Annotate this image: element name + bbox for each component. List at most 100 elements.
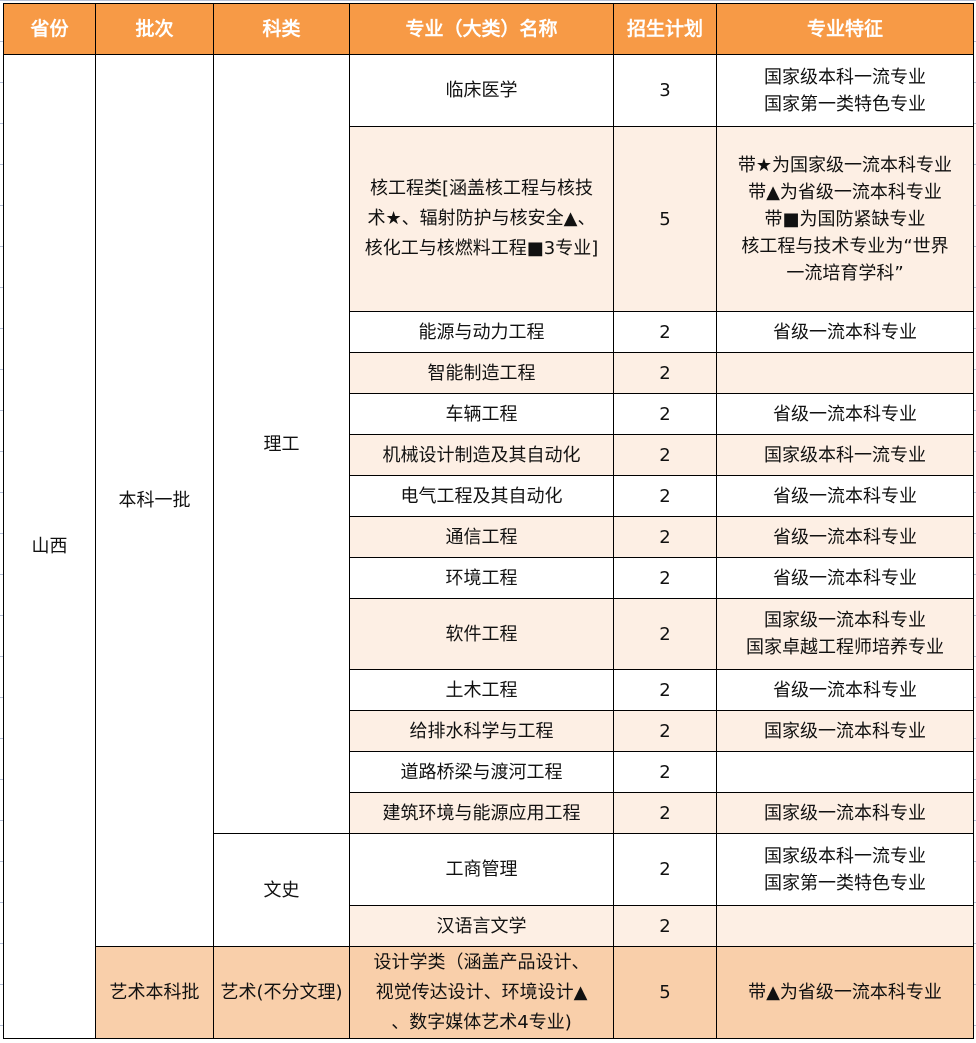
table-row: 土木工程 2 省级一流本科专业 bbox=[4, 669, 974, 711]
features-cell bbox=[716, 751, 974, 793]
header-features: 专业特征 bbox=[716, 3, 974, 55]
feature-line: 省级一流本科专业 bbox=[773, 321, 917, 343]
feature-line: 国家第一类特色专业 bbox=[764, 93, 926, 115]
major-name-line: 术★、辐射防护与核安全▲、 bbox=[367, 208, 596, 229]
major-name-line: 工商管理 bbox=[445, 859, 518, 880]
major-cell: 汉语言文学 bbox=[349, 905, 614, 947]
major-cell: 核工程类[涵盖核工程与核技 术★、辐射防护与核安全▲、 核化工与核燃料工程■3专业] bbox=[349, 126, 614, 312]
feature-line: 国家级一流本科专业 bbox=[764, 610, 926, 631]
table-row: 建筑环境与能源应用工程 2 国家级一流本科专业 bbox=[4, 792, 974, 834]
feature-line: 省级一流本科专业 bbox=[773, 403, 917, 425]
header-plan: 招生计划 bbox=[613, 3, 717, 55]
plan-cell: 2 bbox=[613, 557, 717, 599]
features-cell: 省级一流本科专业 bbox=[716, 669, 974, 711]
table-row: 机械设计制造及其自动化 2 国家级本科一流专业 bbox=[4, 434, 974, 476]
plan-cell: 2 bbox=[613, 475, 717, 517]
major-name-line: 通信工程 bbox=[445, 526, 518, 548]
major-name-line: 环境工程 bbox=[445, 567, 518, 589]
features-cell bbox=[716, 352, 974, 394]
major-name-line: 给排水科学与工程 bbox=[409, 720, 554, 742]
major-name-line: 汉语言文学 bbox=[436, 915, 527, 937]
plan-cell: 2 bbox=[613, 516, 717, 558]
major-name-line: 车辆工程 bbox=[445, 403, 518, 425]
feature-line: 带■为国防紧缺专业 bbox=[764, 208, 926, 230]
feature-line: 国家卓越工程师培养专业 bbox=[746, 637, 944, 658]
table-row: 车辆工程 2 省级一流本科专业 bbox=[4, 393, 974, 435]
major-cell: 土木工程 bbox=[349, 669, 614, 711]
admission-plan-table: 省份 批次 科类 专业（大类）名称 招生计划 专业特征 山西 本科一批 理工 临床医学… bbox=[3, 3, 974, 1039]
major-name-line: 建筑环境与能源应用工程 bbox=[382, 802, 581, 824]
major-cell: 工商管理 bbox=[349, 833, 614, 906]
features-cell: 带▲为省级一流本科专业 bbox=[716, 946, 974, 1039]
province-cell: 山西 bbox=[3, 54, 96, 1039]
table-row: 汉语言文学 2 bbox=[4, 905, 974, 947]
feature-line: 国家级一流本科专业 bbox=[764, 802, 926, 824]
major-cell: 车辆工程 bbox=[349, 393, 614, 435]
plan-cell: 5 bbox=[613, 946, 717, 1039]
plan-cell: 2 bbox=[613, 393, 717, 435]
major-cell: 软件工程 bbox=[349, 598, 614, 670]
major-name-line: 、数字媒体艺术4专业) bbox=[391, 1011, 572, 1033]
plan-cell: 5 bbox=[613, 126, 717, 312]
table-row: 通信工程 2 省级一流本科专业 bbox=[4, 516, 974, 558]
major-cell: 通信工程 bbox=[349, 516, 614, 558]
feature-line: 带▲为省级一流本科专业 bbox=[748, 181, 942, 203]
major-name-line: 核化工与核燃料工程■3专业] bbox=[364, 238, 599, 259]
table-row: 智能制造工程 2 bbox=[4, 352, 974, 394]
header-category: 科类 bbox=[213, 3, 350, 55]
feature-line: 带★为国家级一流本科专业 bbox=[737, 154, 953, 176]
feature-line: 带▲为省级一流本科专业 bbox=[748, 982, 942, 1003]
plan-cell: 2 bbox=[613, 598, 717, 670]
major-name-line: 土木工程 bbox=[445, 679, 518, 701]
major-cell: 临床医学 bbox=[349, 54, 614, 127]
major-name-line: 临床医学 bbox=[445, 80, 518, 101]
major-name-line: 设计学类（涵盖产品设计、 bbox=[373, 951, 590, 973]
feature-line: 国家级本科一流专业 bbox=[764, 444, 926, 466]
major-cell: 道路桥梁与渡河工程 bbox=[349, 751, 614, 793]
plan-cell: 2 bbox=[613, 905, 717, 947]
header-province: 省份 bbox=[3, 3, 96, 55]
major-name-line: 能源与动力工程 bbox=[418, 321, 545, 343]
plan-cell: 2 bbox=[613, 352, 717, 394]
feature-line: 省级一流本科专业 bbox=[773, 679, 917, 701]
major-name-line: 机械设计制造及其自动化 bbox=[382, 444, 581, 466]
features-cell: 省级一流本科专业 bbox=[716, 475, 974, 517]
table-row: 环境工程 2 省级一流本科专业 bbox=[4, 557, 974, 599]
table-row: 道路桥梁与渡河工程 2 bbox=[4, 751, 974, 793]
header-batch: 批次 bbox=[95, 3, 214, 55]
table-row: 能源与动力工程 2 省级一流本科专业 bbox=[4, 311, 974, 353]
table-row: 艺术本科批 艺术(不分文理) 设计学类（涵盖产品设计、 视觉传达设计、环境设计▲ 、数字… bbox=[4, 946, 974, 1039]
major-name-line: 核工程类[涵盖核工程与核技 bbox=[369, 178, 594, 199]
feature-line: 一流培育学科” bbox=[786, 262, 904, 284]
major-cell: 建筑环境与能源应用工程 bbox=[349, 792, 614, 834]
feature-line: 国家第一类特色专业 bbox=[764, 872, 926, 894]
feature-line: 国家级一流本科专业 bbox=[764, 720, 926, 742]
feature-line: 省级一流本科专业 bbox=[773, 526, 917, 548]
header-major: 专业（大类）名称 bbox=[349, 3, 614, 55]
batch-cell: 艺术本科批 bbox=[95, 946, 214, 1039]
major-cell: 环境工程 bbox=[349, 557, 614, 599]
major-cell: 电气工程及其自动化 bbox=[349, 475, 614, 517]
major-name-line: 智能制造工程 bbox=[427, 362, 536, 384]
feature-line: 省级一流本科专业 bbox=[773, 567, 917, 589]
features-cell: 国家级一流本科专业 国家卓越工程师培养专业 bbox=[716, 598, 974, 670]
table-row: 文史 工商管理 2 国家级本科一流专业 国家第一类特色专业 bbox=[4, 833, 974, 947]
major-cell: 给排水科学与工程 bbox=[349, 710, 614, 752]
category-cell: 文史 bbox=[213, 833, 350, 947]
features-cell: 省级一流本科专业 bbox=[716, 311, 974, 353]
plan-cell: 2 bbox=[613, 792, 717, 834]
features-cell: 国家级一流本科专业 bbox=[716, 792, 974, 834]
features-cell: 国家级本科一流专业 bbox=[716, 434, 974, 476]
features-cell: 带★为国家级一流本科专业 带▲为省级一流本科专业 带■为国防紧缺专业 核工程与技术专业… bbox=[716, 126, 974, 312]
batch-cell: 本科一批 bbox=[95, 54, 214, 947]
plan-cell: 2 bbox=[613, 710, 717, 752]
plan-cell: 2 bbox=[613, 833, 717, 906]
major-name-line: 道路桥梁与渡河工程 bbox=[400, 761, 563, 783]
major-cell: 智能制造工程 bbox=[349, 352, 614, 394]
table-row: 核工程类[涵盖核工程与核技 术★、辐射防护与核安全▲、 核化工与核燃料工程■3专业]… bbox=[4, 126, 974, 312]
plan-cell: 2 bbox=[613, 751, 717, 793]
plan-cell: 2 bbox=[613, 434, 717, 476]
header-row: 省份 批次 科类 专业（大类）名称 招生计划 专业特征 bbox=[3, 3, 974, 55]
plan-cell: 3 bbox=[613, 54, 717, 127]
features-cell: 省级一流本科专业 bbox=[716, 516, 974, 558]
